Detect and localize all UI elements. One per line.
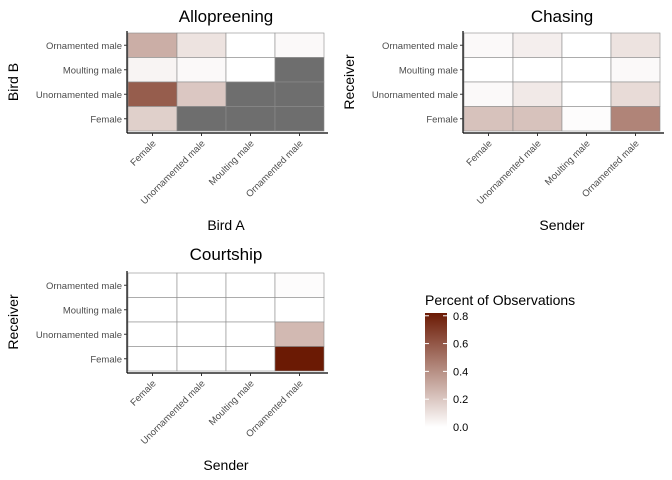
y-tick-label: Ornamented male (46, 281, 122, 292)
heatmap-cell (127, 297, 178, 323)
heatmap-cell (610, 32, 661, 58)
y-tick-label: Female (426, 114, 458, 125)
allopreening-panel: Allopreening Ornamented male Moulting male… (5, 7, 328, 233)
color-legend: Percent of Observations 0.8 0.6 0.4 0.2 0.0 (425, 292, 575, 434)
heatmap-cell (512, 81, 563, 107)
heatmap-cell (127, 321, 178, 347)
heatmap-cell (274, 272, 325, 298)
heatmap-cell (127, 32, 178, 58)
heatmap-cell (512, 57, 563, 83)
heatmap-cell (225, 106, 276, 132)
heatmap-cell (176, 57, 227, 83)
chasing-panel: Chasing Ornamented male Moulting male Unorn… (341, 7, 664, 233)
y-tick-label: Moulting male (399, 65, 458, 76)
heatmap-cell (225, 81, 276, 107)
legend-colorbar (425, 313, 447, 427)
heatmap-cell (561, 81, 612, 107)
y-axis-title: Bird B (5, 63, 21, 101)
heatmap-cell (127, 106, 178, 132)
heatmap-cell (274, 32, 325, 58)
heatmap-cell (274, 346, 325, 372)
y-tick-label: Ornamented male (382, 41, 458, 52)
heatmap-cell (225, 32, 276, 58)
legend-tick-label: 0.6 (453, 339, 468, 351)
x-tick-label: Moulting male (207, 378, 257, 428)
chart-title: Courtship (190, 245, 263, 264)
heatmap-cell (561, 32, 612, 58)
heatmap-cell (274, 321, 325, 347)
heatmap-cell (127, 81, 178, 107)
legend-tick-label: 0.2 (453, 394, 468, 406)
legend-tick-label: 0.8 (453, 311, 468, 323)
y-tick-label: Unornamented male (36, 90, 122, 101)
courtship-panel: Courtship Ornamented male Moulting male Uno… (5, 245, 328, 473)
x-axis-title: Bird A (207, 217, 245, 233)
heatmap-cell (561, 106, 612, 132)
y-tick-label: Female (90, 114, 122, 125)
y-tick-label: Female (90, 354, 122, 365)
x-tick-label: Moulting male (543, 138, 593, 188)
chart-title: Allopreening (179, 7, 274, 26)
heatmap-cell (274, 106, 325, 132)
heatmap-cell (463, 81, 514, 107)
heatmap-cell (463, 32, 514, 58)
heatmap-cell (225, 346, 276, 372)
heatmap-cell (274, 297, 325, 323)
heatmap-cell (127, 346, 178, 372)
x-tick-label: Female (464, 138, 494, 168)
y-axis-title: Receiver (341, 54, 357, 110)
legend-tick-label: 0.4 (453, 366, 468, 378)
y-tick-label: Moulting male (63, 305, 122, 316)
heatmap-cell (225, 272, 276, 298)
heatmap-cell (176, 297, 227, 323)
heatmap-cell (463, 57, 514, 83)
legend-tick-label: 0.0 (453, 422, 468, 434)
legend-title: Percent of Observations (425, 292, 575, 308)
y-tick-label: Unornamented male (36, 330, 122, 341)
x-axis-title: Sender (203, 457, 248, 473)
y-tick-label: Moulting male (63, 65, 122, 76)
heatmap-cell (176, 321, 227, 347)
heatmap-cell (176, 106, 227, 132)
heatmap-cell (463, 106, 514, 132)
heatmap-cell (610, 81, 661, 107)
heatmap-cell (610, 106, 661, 132)
heatmap-cell (176, 81, 227, 107)
heatmap-cell (127, 57, 178, 83)
heatmap-cell (274, 81, 325, 107)
heatmap-cell (176, 272, 227, 298)
heatmap-cell (610, 57, 661, 83)
heatmap-cell (127, 272, 178, 298)
heatmap-cell (561, 57, 612, 83)
heatmap-cell (274, 57, 325, 83)
chart-title: Chasing (531, 7, 593, 26)
x-tick-label: Female (128, 138, 158, 168)
heatmap-cell (512, 106, 563, 132)
y-tick-label: Ornamented male (46, 41, 122, 52)
x-tick-label: Female (128, 378, 158, 408)
heatmap-cell (176, 32, 227, 58)
y-tick-label: Unornamented male (372, 90, 458, 101)
heatmap-cell (176, 346, 227, 372)
x-axis-title: Sender (539, 217, 584, 233)
heatmap-cell (225, 321, 276, 347)
heatmap-cell (225, 57, 276, 83)
heatmap-cell (225, 297, 276, 323)
heatmap-cell (512, 32, 563, 58)
x-tick-label: Moulting male (207, 138, 257, 188)
y-axis-title: Receiver (5, 294, 21, 350)
